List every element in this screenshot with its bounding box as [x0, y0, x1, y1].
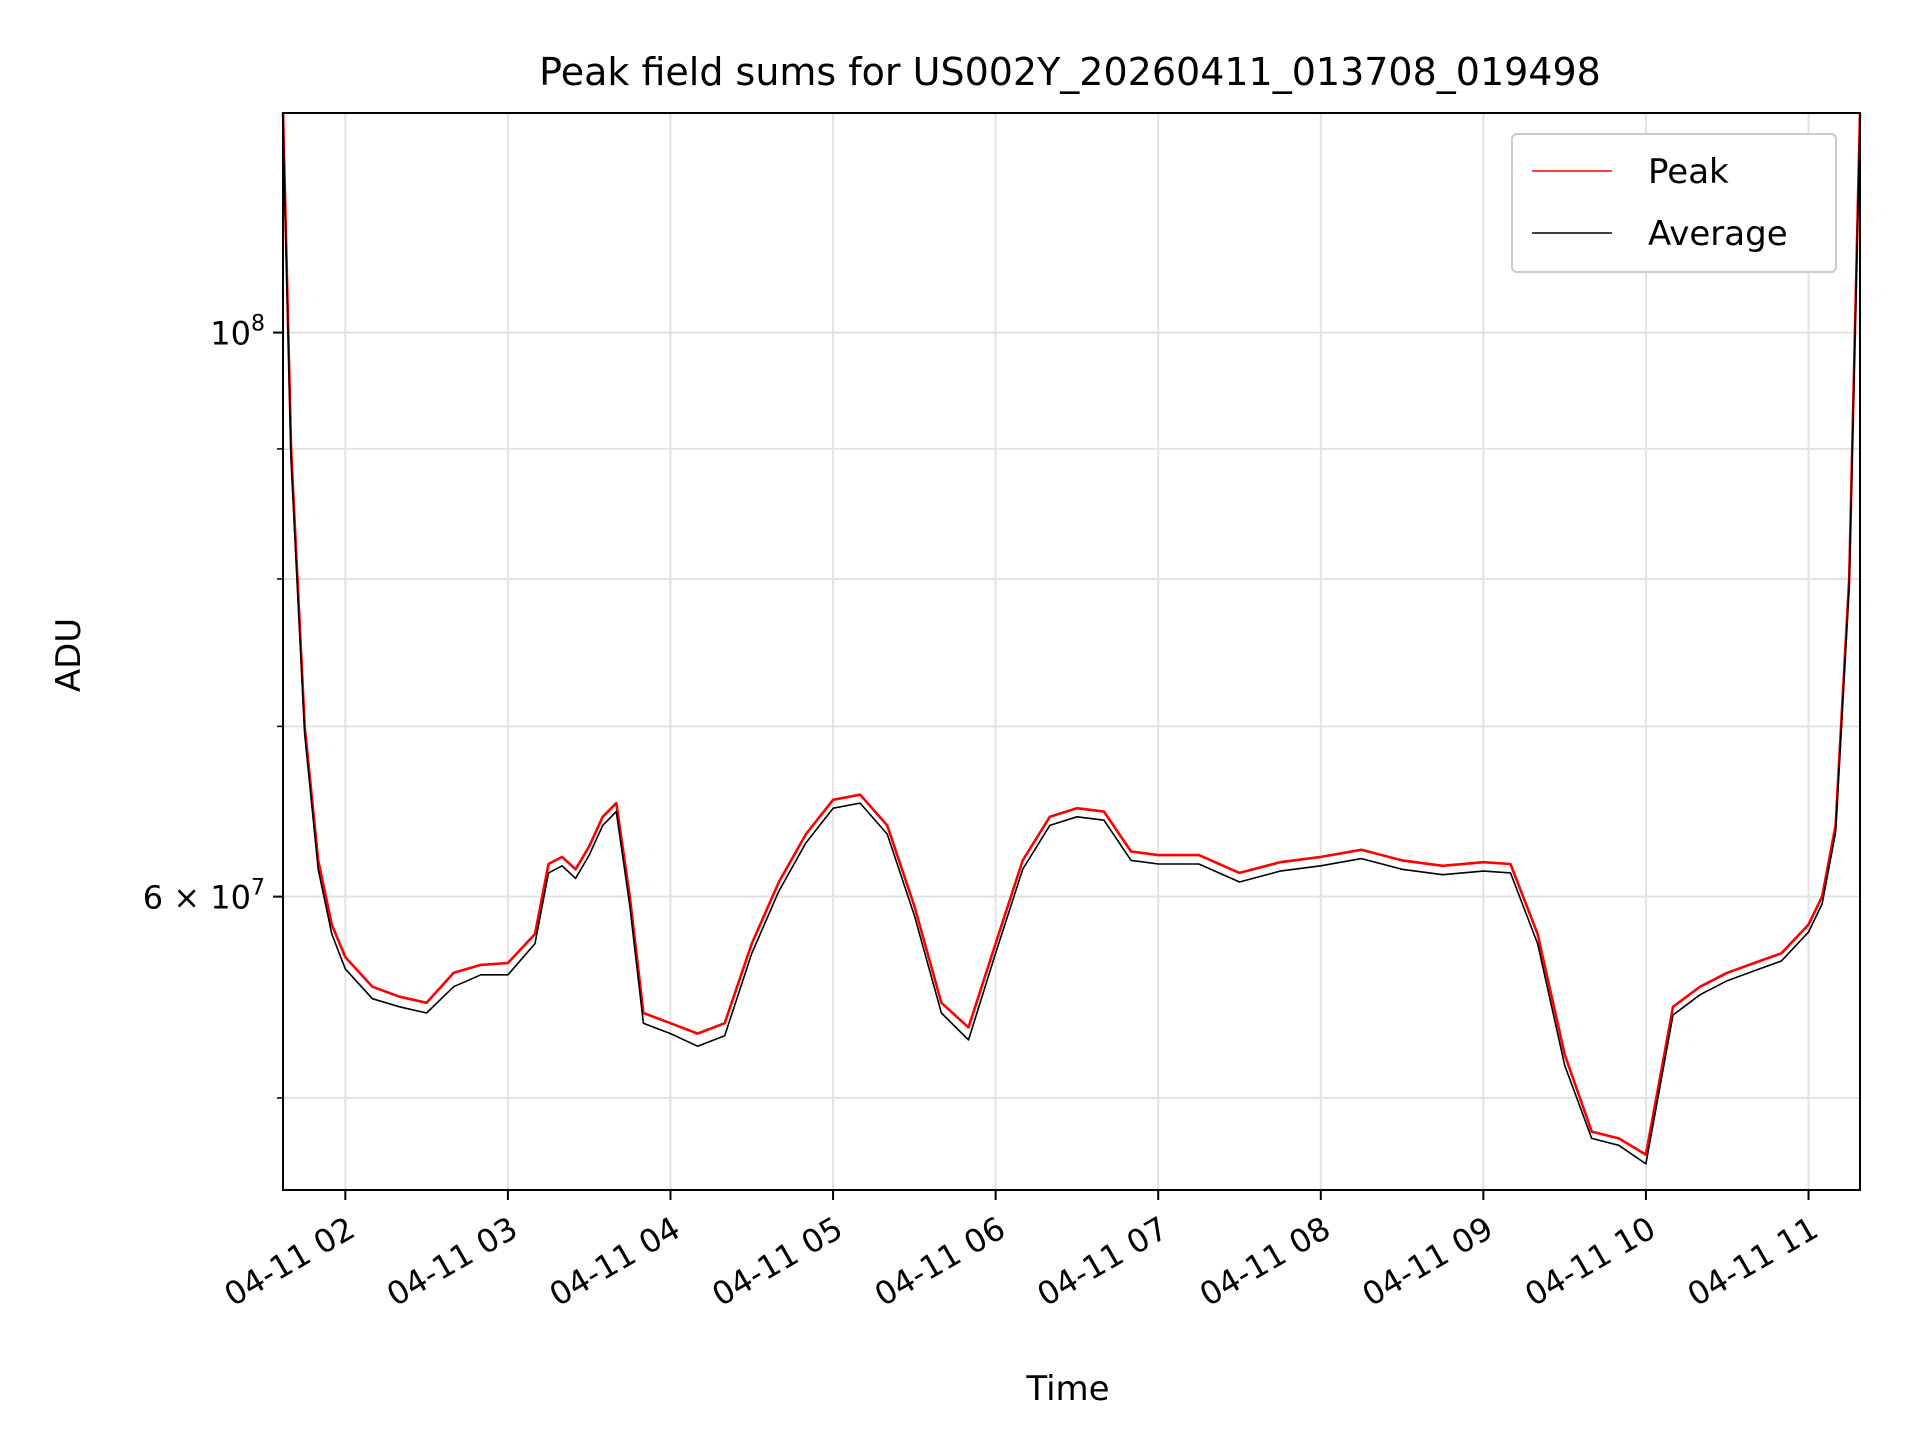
chart-title: Peak field sums for US002Y_20260411_0137…: [539, 50, 1601, 94]
legend-label-peak: Peak: [1648, 152, 1729, 192]
plot-frame: [282, 112, 1861, 1191]
plot-series: [281, 112, 1862, 1165]
legend-label-average: Average: [1648, 214, 1788, 254]
series-line-peak: [281, 112, 1862, 1156]
y-axis-label: ADU: [49, 618, 89, 692]
series-line-average: [282, 122, 1861, 1165]
x-axis-label: Time: [1025, 1369, 1109, 1409]
grid: [283, 113, 1860, 1190]
y-tick-label: 108: [210, 312, 265, 353]
legend: Peak Average: [1511, 133, 1837, 273]
y-tick-label: 6 × 107: [143, 876, 265, 917]
legend-box: [1511, 133, 1837, 273]
